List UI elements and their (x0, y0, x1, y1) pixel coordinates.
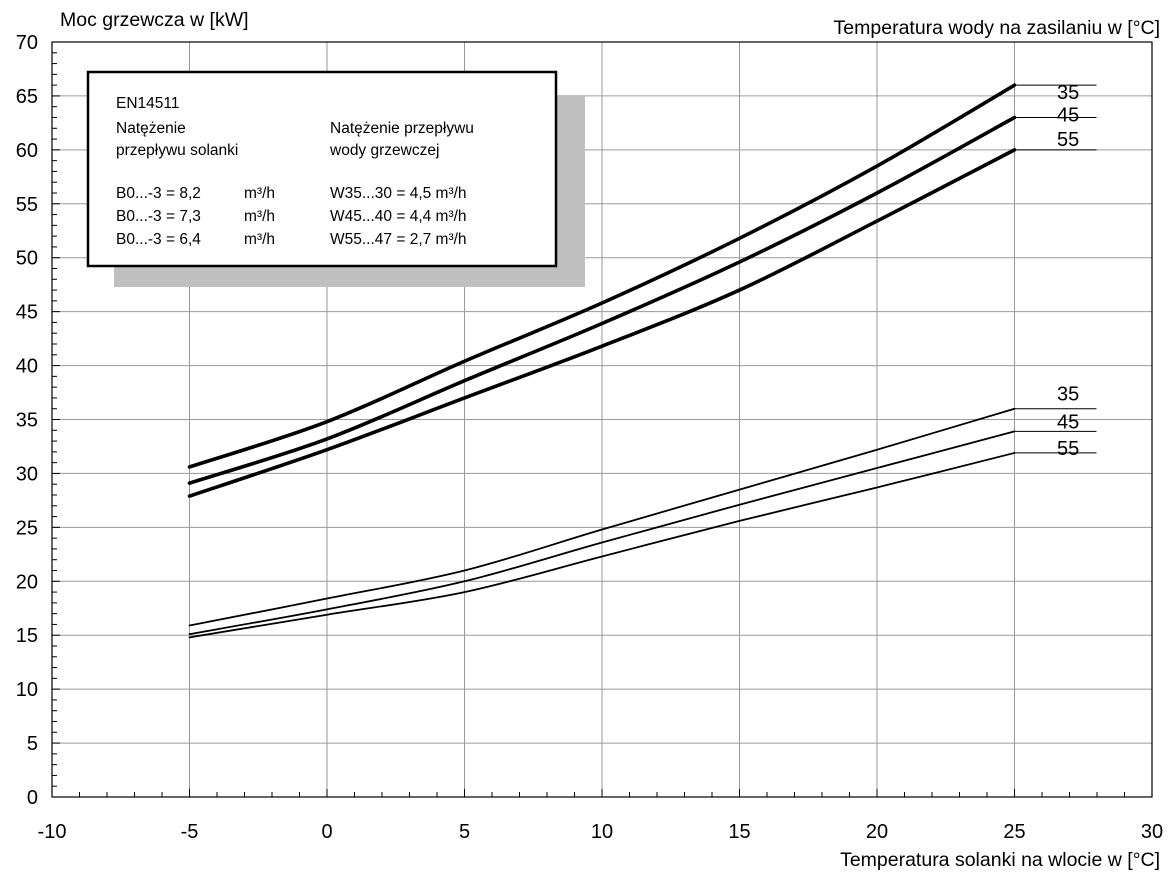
series-label-thick-35: 35 (1057, 82, 1079, 104)
y-tick-label: 15 (16, 625, 38, 647)
brine-flow-row-2: B0...-3 = 7,3 (116, 208, 201, 225)
x-tick-label: -10 (38, 821, 67, 843)
annotation-frame (86, 70, 558, 268)
series-label-thin-35: 35 (1057, 384, 1079, 406)
x-tick-label: 5 (459, 821, 470, 843)
y-tick-label: 45 (16, 302, 38, 324)
y-tick-label: 55 (16, 194, 38, 216)
series-lines (187, 83, 1017, 639)
annotation-title: EN14511 (116, 95, 179, 112)
y-axis-label: Moc grzewcza w [kW] (60, 9, 249, 31)
y-tick-label: 40 (16, 356, 38, 378)
annotation-box: EN14511 Natężenie przepływu solanki Natę… (86, 70, 585, 287)
x-tick-label: -5 (181, 821, 199, 843)
y-tick-label: 5 (27, 733, 38, 755)
grid (51, 41, 1153, 798)
brine-flow-unit-2: m³/h (244, 208, 275, 225)
series-header-label: Temperatura wody na zasilaniu w [°C] (834, 17, 1160, 39)
brine-flow-unit-1: m³/h (244, 185, 275, 202)
x-tick-label: 0 (321, 821, 332, 843)
series-label-thin-45: 45 (1057, 411, 1079, 433)
series-line-thick-55 (187, 148, 1017, 498)
x-tick-label: 15 (728, 821, 750, 843)
brine-flow-row-1: B0...-3 = 8,2 (116, 185, 201, 202)
y-tick-label: 60 (16, 140, 38, 162)
x-axis-label: Temperatura solanki na wlocie w [°C] (840, 849, 1160, 871)
water-flow-row-3: W55...47 = 2,7 m³/h (330, 231, 467, 248)
y-tick-label: 25 (16, 517, 38, 539)
series-line-thin-35 (188, 407, 1016, 627)
y-tick-label: 0 (27, 787, 38, 809)
series-line-thick-35 (187, 83, 1017, 469)
water-flow-row-1: W35...30 = 4,5 m³/h (330, 185, 467, 202)
series-label-thin-55: 55 (1057, 438, 1079, 460)
series-line-thin-45 (188, 430, 1016, 636)
axes: -10 -5 0 5 10 15 20 25 30 0 5 10 15 20 25 30 35 40 45 50 55 6… (16, 32, 1163, 843)
y-tick-label: 30 (16, 463, 38, 485)
x-tick-label: 20 (866, 821, 888, 843)
x-tick-label: 30 (1141, 821, 1163, 843)
water-flow-header-line1: Natężenie przepływu (330, 120, 474, 137)
brine-flow-header-line1: Natężenie (116, 120, 186, 137)
y-tick-label: 20 (16, 571, 38, 593)
brine-flow-header-line2: przepływu solanki (116, 142, 238, 159)
series-label-thick-45: 45 (1057, 105, 1079, 127)
y-tick-label: 35 (16, 410, 38, 432)
series-label-thick-55: 55 (1057, 129, 1079, 151)
water-flow-row-2: W45...40 = 4,4 m³/h (330, 208, 467, 225)
y-tick-label: 70 (16, 32, 38, 54)
y-tick-label: 10 (16, 679, 38, 701)
brine-flow-unit-3: m³/h (244, 231, 275, 248)
y-tick-label: 65 (16, 86, 38, 108)
x-tick-label: 10 (591, 821, 613, 843)
brine-flow-row-3: B0...-3 = 6,4 (116, 231, 201, 248)
y-tick-label: 50 (16, 248, 38, 270)
series-line-thick-45 (187, 115, 1017, 485)
water-flow-header-line2: wody grzewczej (329, 142, 439, 159)
x-tick-label: 25 (1003, 821, 1025, 843)
series-line-thin-55 (188, 452, 1016, 639)
